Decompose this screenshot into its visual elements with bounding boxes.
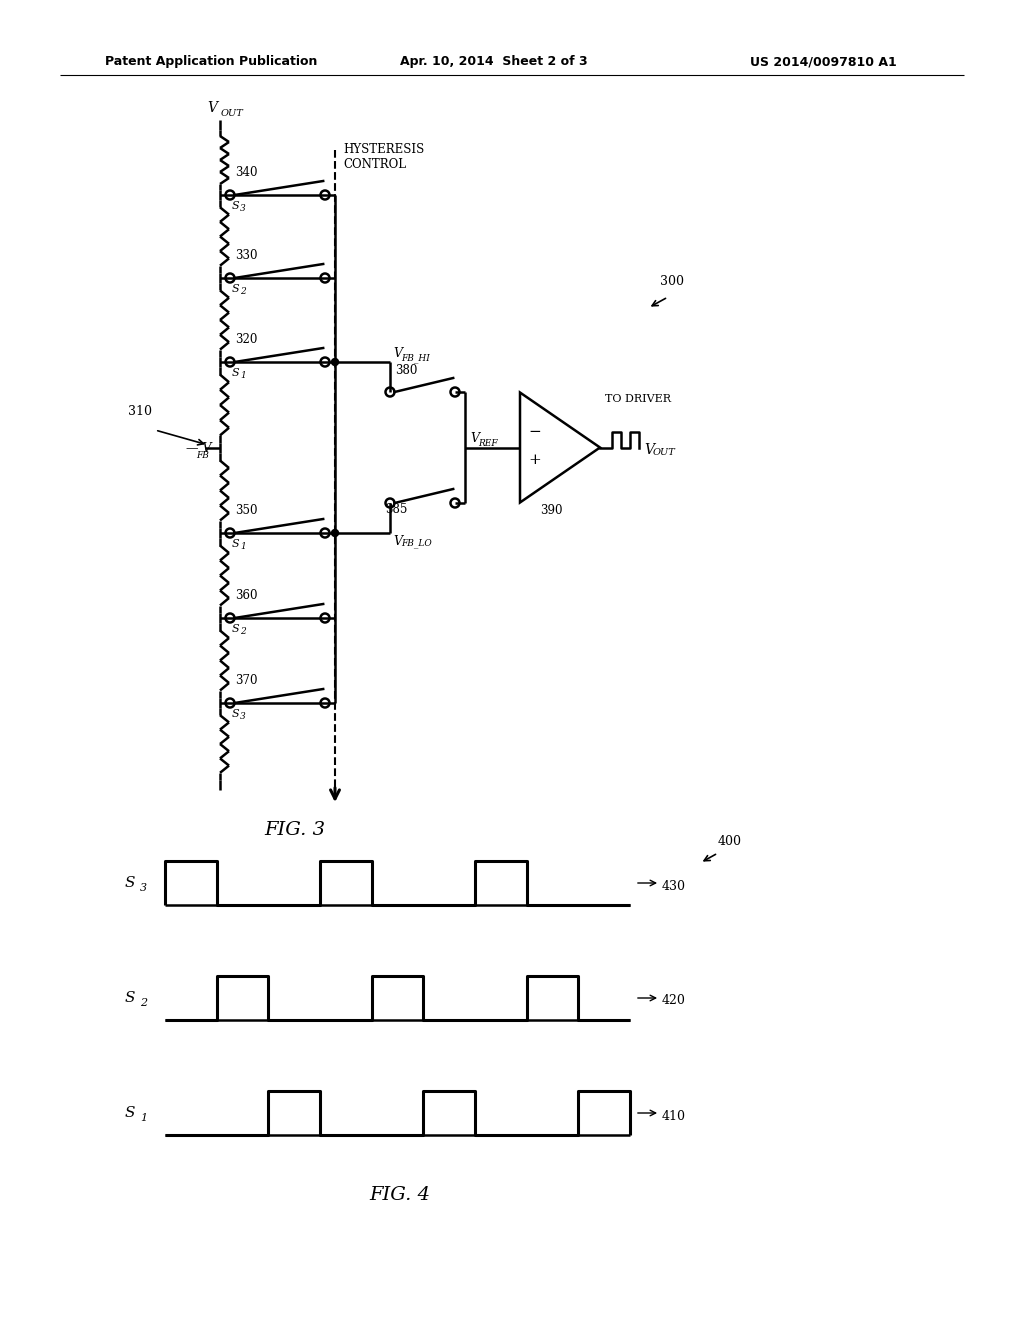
Text: S: S [232,201,240,211]
Text: 350: 350 [234,504,257,517]
Text: V: V [207,102,217,115]
Text: 2: 2 [240,286,246,296]
Text: S: S [232,368,240,378]
Text: FB: FB [197,451,209,459]
Text: Apr. 10, 2014  Sheet 2 of 3: Apr. 10, 2014 Sheet 2 of 3 [400,55,588,69]
Text: 320: 320 [234,333,257,346]
Text: 380: 380 [395,364,418,378]
Text: 370: 370 [234,675,257,686]
Text: 420: 420 [662,994,686,1007]
Text: S: S [125,876,135,890]
Text: US 2014/0097810 A1: US 2014/0097810 A1 [750,55,897,69]
Text: 430: 430 [662,879,686,892]
Text: 2: 2 [240,627,246,636]
Text: TO DRIVER: TO DRIVER [605,395,671,404]
Text: REF: REF [478,438,498,447]
Text: 1: 1 [140,1113,147,1123]
Text: 3: 3 [240,205,246,213]
Text: S: S [125,991,135,1005]
Text: S: S [232,539,240,549]
Text: 300: 300 [660,275,684,288]
Text: S: S [125,1106,135,1119]
Text: — V: — V [186,441,212,454]
Text: 390: 390 [540,504,562,517]
Text: FB_LO: FB_LO [401,539,432,548]
Text: 310: 310 [128,405,152,418]
Text: V: V [393,535,402,548]
Text: 2: 2 [140,998,147,1008]
Text: 330: 330 [234,249,257,261]
Text: FIG. 3: FIG. 3 [264,821,326,840]
Text: OUT: OUT [221,110,244,117]
Text: FIG. 4: FIG. 4 [370,1185,430,1204]
Text: 1: 1 [240,371,246,380]
Text: FB_HI: FB_HI [401,354,430,363]
Circle shape [332,529,339,536]
Text: S: S [232,709,240,719]
Text: −: − [528,425,541,440]
Text: 3: 3 [140,883,147,894]
Text: CONTROL: CONTROL [343,158,406,172]
Text: V: V [393,347,402,360]
Text: V: V [470,432,479,445]
Text: V: V [644,442,654,457]
Text: S: S [232,624,240,634]
Text: 400: 400 [718,836,742,847]
Text: Patent Application Publication: Patent Application Publication [105,55,317,69]
Text: 3: 3 [240,711,246,721]
Text: HYSTERESIS: HYSTERESIS [343,143,424,156]
Text: S: S [232,284,240,294]
Circle shape [332,359,339,366]
Text: 340: 340 [234,166,257,180]
Text: 1: 1 [240,543,246,550]
Text: +: + [528,453,541,466]
Text: 360: 360 [234,589,257,602]
Text: 410: 410 [662,1110,686,1122]
Text: 385: 385 [385,503,408,516]
Text: OUT: OUT [653,447,676,457]
